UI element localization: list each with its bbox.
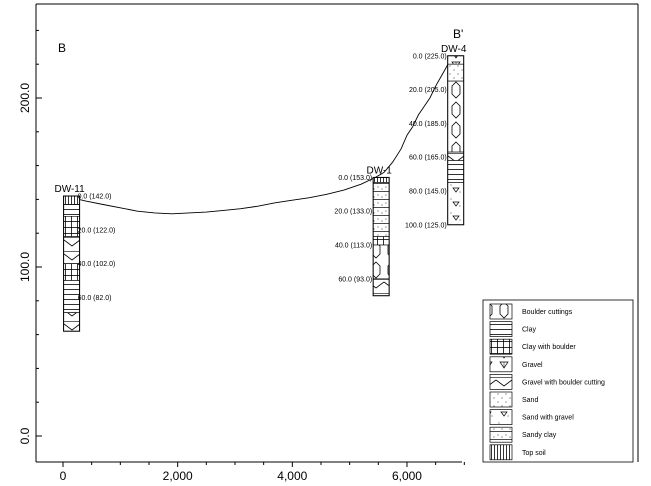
legend-label: Clay with boulder [522,344,576,351]
depth-label: 20.0 (122.0) [78,227,116,234]
legend-label: Sand with gravel [522,415,574,422]
well-layer-sand [447,63,465,82]
legend-label: Top soil [522,450,546,457]
legend-item-gravel: Gravel [489,356,543,373]
wells: DW-110.0 (142.0) 20.0 (122.0) 40.0 (102.0)… [54,44,467,332]
section-end-label: B' [453,27,463,41]
y-tick-label: 200.0 [18,83,32,113]
well-dw-11: DW-110.0 (142.0) 20.0 (122.0) 40.0 (102.0)… [54,184,116,332]
well-layer-boulder-cuttings [372,244,390,280]
well-name: DW-11 [54,184,85,195]
legend-item-sand-with-gravel: Sand with gravel [489,409,574,425]
depth-label: 100.0 (125.0) [405,222,447,229]
depth-label: 40.0 (113.0) [335,243,372,250]
well-name: DW-4 [441,44,467,55]
well-column-outline [447,55,465,226]
well-column-outline [372,176,390,297]
depth-label: 80.0 (145.0) [409,188,447,195]
legend-swatch [489,356,513,373]
legend-swatch [489,426,513,443]
well-layer-boulder-cuttings [447,80,465,153]
depth-label: 20.0 (205.0) [409,87,447,94]
legend-label: Sand [522,397,538,404]
legend-item-sandy-clay: Sandy clay [489,426,557,443]
terrain-profile [62,55,454,215]
depth-label: 60.0 (165.0) [409,155,447,162]
depth-label: 60.0 (82.0) [78,295,112,302]
legend-swatch [489,303,513,320]
well-dw-1: DW-10.0 (153.0) 20.0 (133.0) 40.0 (113.0) 6… [334,165,392,297]
legend-label: Clay [522,327,537,334]
legend-swatch [489,321,513,337]
legend-item-boulder-cuttings: Boulder cuttings [489,303,573,320]
y-tick-label: 100.0 [18,252,32,282]
well-layer-sand-with-gravel [447,182,465,226]
well-layer-clay [447,160,465,183]
y-axis: 0.0 100.0 200.0 [18,29,42,444]
y-tick-label: 0.0 [18,427,32,444]
x-axis: 0 2,000 4,000 6,000 [60,462,465,483]
well-layer-top-soil [372,177,390,183]
x-tick-label: 4,000 [277,469,307,483]
well-layer-gravel-with-boulder-cutting [447,151,465,161]
legend-item-clay-with-boulder: Clay with boulder [489,338,576,355]
well-layer-gravel-with-boulder-cutting [372,278,390,297]
x-tick-label: 2,000 [163,469,193,483]
well-dw-4: DW-40.0 (225.0) 20.0 (205.0) 40.0 (185.0) 6… [405,44,467,230]
depth-label: 20.0 (133.0) [334,209,372,216]
legend-swatch [489,444,513,461]
legend-swatch [489,391,513,408]
legend-swatch [489,374,513,390]
legend-item-gravel-with-boulder-cutting: Gravel with boulder cutting [489,374,605,390]
well-layer-gravel-with-boulder-cutting [63,236,80,264]
x-tick-label: 0 [60,469,67,483]
section-start-label: B [58,41,66,55]
legend-label: Sandy clay [522,432,557,439]
depth-label: 40.0 (102.0) [78,261,116,268]
legend-item-clay: Clay [489,321,537,337]
well-name: DW-1 [366,165,392,176]
well-layer-clay-with-boulder [372,236,390,246]
well-column-outline [63,195,81,332]
legend: Boulder cuttings Clay Clay with boulder Gra… [482,299,634,463]
legend-swatch [489,409,513,425]
legend-label: Boulder cuttings [522,309,573,316]
well-layer-gravel [447,55,465,65]
depth-label: 0.0 (142.0) [78,194,112,201]
well-layer-gravel-with-boulder-cutting [63,312,80,332]
well-layer-clay [63,204,80,217]
legend-swatch [489,338,513,355]
well-layer-sandy-clay [372,182,390,237]
legend-label: Gravel with boulder cutting [522,379,605,386]
depth-label: 0.0 (153.0) [338,175,372,182]
x-tick-label: 6,000 [392,469,422,483]
depth-label: 0.0 (225.0) [413,53,447,60]
legend-label: Gravel [522,362,543,369]
depth-label: 60.0 (93.0) [338,276,372,283]
legend-item-top-soil: Top soil [489,444,546,461]
legend-item-sand: Sand [489,391,538,408]
depth-label: 40.0 (185.0) [409,121,447,128]
